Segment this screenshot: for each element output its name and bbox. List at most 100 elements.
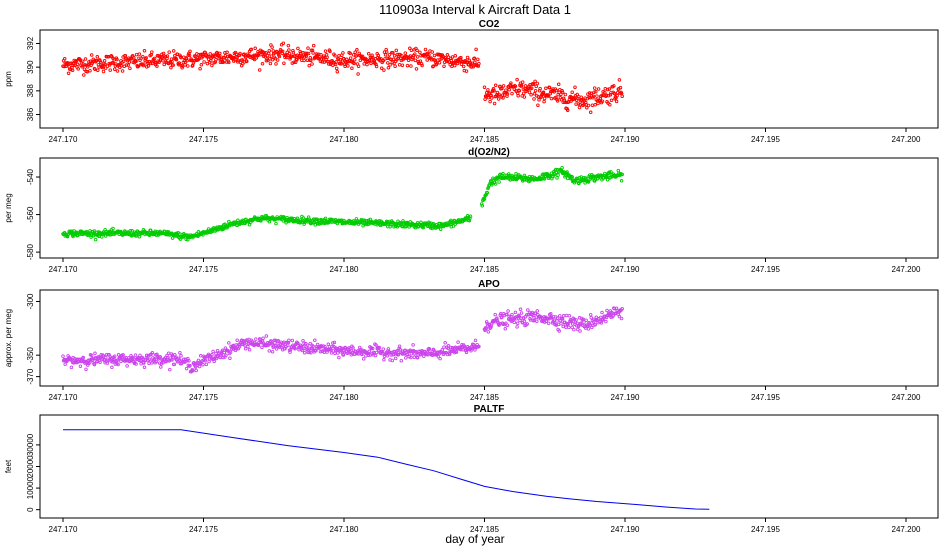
data-point bbox=[533, 79, 537, 84]
data-point bbox=[575, 92, 579, 97]
data-point bbox=[142, 62, 146, 66]
data-point bbox=[178, 350, 182, 355]
data-point bbox=[403, 51, 408, 55]
data-point bbox=[570, 175, 574, 179]
data-point bbox=[146, 64, 151, 68]
data-point bbox=[388, 63, 392, 67]
data-point bbox=[390, 358, 395, 363]
data-point bbox=[311, 43, 316, 48]
data-point bbox=[296, 341, 300, 346]
data-point bbox=[516, 93, 520, 98]
data-point bbox=[608, 92, 613, 97]
data-point bbox=[115, 57, 119, 62]
data-point bbox=[607, 87, 612, 91]
y-tick-label: -370 bbox=[26, 368, 35, 385]
data-point bbox=[101, 354, 106, 358]
data-point bbox=[188, 49, 192, 54]
data-point bbox=[588, 312, 593, 317]
plot-frame bbox=[39, 29, 939, 129]
data-point bbox=[300, 348, 305, 353]
data-point bbox=[184, 56, 189, 61]
data-point bbox=[305, 343, 310, 347]
data-point bbox=[479, 202, 484, 206]
data-point bbox=[177, 61, 182, 65]
data-point bbox=[329, 351, 334, 355]
y-tick-label: 390 bbox=[26, 60, 35, 74]
data-point bbox=[436, 355, 441, 359]
data-point bbox=[270, 45, 274, 49]
data-point bbox=[418, 50, 422, 55]
data-point bbox=[587, 91, 592, 95]
data-point bbox=[386, 65, 391, 70]
y-tick-label: -300 bbox=[26, 293, 35, 310]
x-tick-label: 247.185 bbox=[470, 525, 499, 534]
data-point bbox=[595, 177, 600, 181]
data-point bbox=[247, 347, 252, 352]
data-point bbox=[376, 53, 381, 58]
data-point bbox=[177, 62, 181, 67]
data-point bbox=[168, 367, 172, 372]
data-point bbox=[186, 64, 190, 68]
data-point bbox=[365, 62, 369, 67]
data-point bbox=[607, 170, 612, 174]
y-tick-label: -350 bbox=[26, 347, 35, 364]
data-point bbox=[245, 59, 249, 64]
plot-frame bbox=[39, 414, 939, 519]
data-point bbox=[198, 66, 202, 71]
data-point bbox=[564, 325, 568, 330]
data-point bbox=[243, 55, 248, 60]
data-point bbox=[121, 59, 126, 64]
data-point bbox=[321, 344, 325, 348]
data-point bbox=[565, 108, 570, 112]
data-point bbox=[302, 58, 306, 63]
data-point bbox=[342, 56, 346, 61]
data-point bbox=[617, 78, 622, 82]
data-point bbox=[501, 84, 506, 88]
data-point bbox=[393, 64, 397, 68]
data-point bbox=[383, 53, 388, 57]
data-point bbox=[385, 354, 390, 358]
y-tick-label: 392 bbox=[26, 36, 35, 50]
data-point bbox=[418, 59, 423, 63]
data-point bbox=[157, 361, 162, 365]
data-point bbox=[302, 222, 306, 226]
panel-title: CO2 bbox=[479, 19, 500, 30]
data-point bbox=[204, 362, 209, 367]
data-point bbox=[296, 46, 300, 51]
data-point bbox=[408, 54, 413, 58]
data-point bbox=[370, 55, 375, 60]
data-point bbox=[485, 191, 490, 195]
data-point bbox=[546, 94, 551, 98]
data-point bbox=[559, 321, 563, 326]
data-point bbox=[101, 69, 106, 74]
data-point bbox=[96, 68, 100, 72]
data-point bbox=[227, 341, 231, 345]
data-point bbox=[184, 237, 188, 242]
data-point bbox=[291, 48, 295, 53]
data-point bbox=[224, 353, 228, 358]
data-point bbox=[561, 96, 566, 101]
data-point bbox=[185, 58, 189, 63]
y-tick-label: 386 bbox=[26, 107, 35, 121]
data-point bbox=[170, 236, 175, 240]
data-point bbox=[590, 103, 595, 107]
data-point bbox=[514, 316, 519, 321]
y-tick-label: -540 bbox=[26, 168, 35, 185]
data-point bbox=[264, 334, 269, 338]
data-point bbox=[535, 319, 539, 323]
data-point bbox=[605, 177, 610, 182]
data-point bbox=[618, 85, 623, 90]
data-point bbox=[266, 51, 271, 56]
data-point bbox=[71, 361, 76, 365]
data-point bbox=[209, 59, 213, 63]
data-point bbox=[95, 55, 100, 59]
x-tick-label: 247.200 bbox=[892, 265, 921, 274]
data-point bbox=[171, 49, 176, 53]
data-point bbox=[284, 54, 288, 58]
data-point bbox=[201, 362, 205, 367]
data-point bbox=[146, 353, 151, 358]
data-point bbox=[287, 51, 292, 56]
data-point bbox=[321, 56, 325, 60]
y-tick-label: 20000 bbox=[26, 455, 35, 478]
data-point bbox=[542, 96, 547, 101]
